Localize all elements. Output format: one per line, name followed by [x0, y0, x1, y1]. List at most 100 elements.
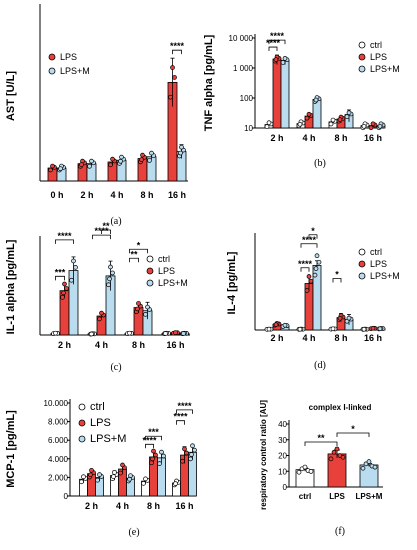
significance-label: **** — [302, 235, 317, 245]
data-point — [282, 56, 288, 61]
legend-label: LPS — [158, 266, 175, 276]
data-point — [173, 481, 178, 486]
data-point — [308, 469, 314, 474]
data-point — [302, 464, 308, 470]
data-point — [120, 462, 125, 468]
data-point — [73, 265, 78, 270]
legend-label: LPS+M — [90, 433, 126, 445]
y-axis-label: MCP-1 [pg/mL] — [5, 410, 17, 488]
x-tick-label: 16 h — [364, 133, 382, 143]
y-tick-label: 0 — [64, 492, 69, 501]
legend-marker — [358, 248, 366, 256]
x-tick-label: 8 h — [334, 133, 347, 143]
data-point — [88, 472, 93, 478]
data-point — [334, 446, 340, 452]
y-tick-label: 8.000 — [48, 418, 69, 427]
legend-label: ctrl — [370, 40, 382, 50]
significance-bracket — [129, 248, 148, 254]
y-tick-label: 1 000 — [233, 64, 254, 73]
legend-marker — [358, 41, 366, 49]
data-point — [297, 326, 303, 332]
x-tick-label: 8 h — [147, 501, 160, 511]
x-tick-label: LPS+M — [356, 492, 383, 501]
significance-bracket — [92, 234, 111, 240]
data-point — [89, 158, 94, 164]
data-point — [69, 277, 74, 283]
data-point — [89, 467, 94, 473]
x-tick-label: ctrl — [299, 492, 311, 501]
data-point — [135, 306, 140, 312]
data-point — [330, 117, 336, 123]
y-axis-label: TNF alpha [pg/mL] — [203, 34, 215, 131]
data-point — [118, 470, 123, 476]
bar — [272, 58, 282, 129]
data-point — [145, 304, 150, 310]
data-point — [304, 288, 310, 293]
legend-marker — [48, 67, 56, 75]
data-point — [60, 294, 65, 300]
y-tick-label: 10 — [278, 467, 287, 476]
data-point — [346, 110, 352, 116]
legend-marker — [146, 267, 154, 275]
data-point — [147, 158, 152, 163]
data-point — [344, 114, 350, 120]
data-point — [181, 331, 186, 336]
y-axis-label: respiratory control ratio [AU] — [259, 400, 268, 510]
x-tick-label: 16 h — [168, 190, 186, 200]
y-tick-label: 10 000 — [229, 34, 254, 43]
x-tick-label: 4 h — [110, 190, 123, 200]
significance-label: ** — [102, 221, 110, 231]
legend-label: LPS+M — [158, 278, 188, 288]
significance-bracket — [101, 229, 111, 234]
significance-bracket — [336, 432, 370, 437]
legend-marker — [358, 272, 366, 280]
data-point — [297, 121, 303, 127]
x-tick-label: 8 h — [334, 333, 347, 343]
data-point — [180, 458, 185, 464]
data-point — [182, 446, 187, 452]
data-point — [79, 162, 84, 167]
data-point — [79, 479, 84, 485]
data-point — [127, 330, 132, 336]
data-point — [273, 57, 279, 62]
data-point — [346, 315, 352, 321]
data-point — [139, 157, 144, 162]
data-point — [127, 476, 132, 482]
data-point — [97, 472, 102, 477]
x-tick-label: 2 h — [270, 333, 283, 343]
data-point — [170, 65, 175, 70]
data-point — [304, 115, 310, 121]
data-point — [48, 167, 53, 173]
data-point — [312, 272, 318, 278]
data-point — [280, 60, 286, 65]
significance-bracket — [300, 243, 318, 248]
panel-e: 0 2.000 4.000 6.000 8.000 10.000 MCP-1 [pg/mL]… — [5, 399, 197, 538]
x-tick-label: 2 h — [270, 133, 283, 143]
legend-label: LPS+M — [370, 271, 400, 281]
data-point — [157, 461, 162, 466]
significance-label: *** — [55, 267, 66, 277]
significance-label: * — [351, 424, 355, 434]
x-tick-label: 16 h — [364, 333, 382, 343]
data-point — [106, 282, 111, 288]
data-point — [111, 474, 116, 479]
legend-label: LPS — [370, 259, 387, 269]
data-point — [153, 452, 158, 458]
legend-marker — [358, 65, 366, 73]
x-tick-label: 4 h — [302, 333, 315, 343]
data-point — [184, 450, 189, 456]
x-tick-label: 8 h — [132, 340, 145, 350]
significance-bracket — [176, 420, 185, 425]
data-point — [366, 459, 372, 464]
panel-caption: (b) — [314, 158, 326, 169]
y-tick-label: 4.000 — [48, 455, 69, 464]
x-tick-label: LPS — [329, 492, 345, 501]
significance-label: **** — [57, 231, 72, 241]
x-tick-label: 2 h — [58, 340, 71, 350]
data-point — [306, 111, 312, 117]
x-tick-label: 16 h — [175, 501, 193, 511]
panel-caption: (c) — [110, 362, 121, 373]
significance-label: * — [137, 240, 141, 250]
